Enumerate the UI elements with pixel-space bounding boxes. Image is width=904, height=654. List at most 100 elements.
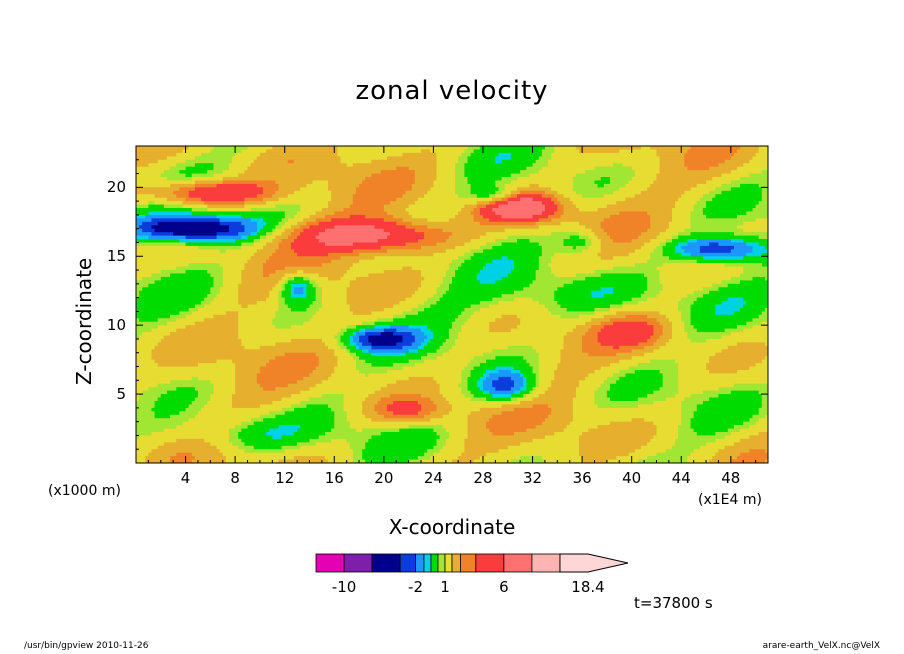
- field-cell: [594, 369, 620, 375]
- field-cell: [702, 294, 768, 299]
- field-cell: [160, 173, 187, 178]
- field-cell: [238, 297, 267, 302]
- field-cell: [238, 294, 270, 299]
- field-cell: [631, 418, 645, 423]
- field-cell: [715, 307, 741, 312]
- field-cell: [194, 180, 224, 185]
- field-cell: [591, 294, 605, 299]
- field-cell: [566, 307, 596, 312]
- field-cell: [560, 352, 589, 357]
- field-cell: [548, 263, 636, 268]
- field-cell: [504, 194, 512, 199]
- field-cell: [232, 359, 270, 364]
- field-cell: [520, 373, 524, 378]
- field-cell: [647, 283, 664, 288]
- field-cell: [572, 397, 596, 402]
- field-cell: [250, 218, 264, 223]
- field-cell: [250, 256, 270, 261]
- field-cell: [613, 321, 648, 326]
- field-cell: [331, 194, 354, 199]
- field-cell: [659, 276, 732, 281]
- field-cell: [610, 307, 679, 312]
- field-cell: [687, 239, 698, 244]
- field-cell: [442, 294, 503, 299]
- field-cell: [222, 270, 242, 275]
- field-cell: [678, 390, 704, 395]
- field-cell: [579, 449, 636, 454]
- field-cell: [365, 332, 382, 337]
- field-cell: [386, 249, 447, 254]
- field-cell: [371, 345, 404, 350]
- field-cell: [644, 345, 661, 350]
- field-cell: [136, 342, 159, 347]
- field-cell: [529, 183, 540, 188]
- field-cell: [219, 287, 239, 292]
- field-cell: [470, 190, 496, 195]
- field-cell: [476, 380, 484, 385]
- field-cell: [294, 214, 311, 219]
- field-cell: [266, 297, 280, 302]
- field-cell: [430, 418, 469, 423]
- field-cell: [318, 221, 397, 226]
- field-cell: [721, 335, 768, 340]
- field-cell: [352, 335, 360, 340]
- field-cell: [520, 387, 527, 392]
- field-cell: [297, 380, 323, 385]
- field-cell: [290, 287, 295, 292]
- field-cell: [690, 314, 760, 319]
- field-cell: [482, 373, 490, 378]
- field-cell: [238, 283, 277, 288]
- field-cell: [365, 397, 382, 402]
- field-cell: [575, 273, 602, 278]
- field-cell: [272, 239, 283, 244]
- field-cell: [526, 376, 537, 381]
- field-cell: [362, 456, 419, 461]
- field-cell: [337, 146, 469, 151]
- field-cell: [737, 166, 768, 171]
- field-cell: [241, 338, 292, 344]
- field-cell: [464, 307, 481, 312]
- field-cell: [393, 400, 419, 406]
- field-cell: [436, 431, 450, 437]
- field-cell: [640, 445, 673, 450]
- field-cell: [482, 352, 540, 357]
- field-cell: [136, 294, 140, 299]
- field-cell: [548, 307, 568, 312]
- field-cell: [290, 245, 382, 250]
- field-cell: [263, 197, 280, 202]
- field-cell: [421, 283, 441, 288]
- field-cell: [179, 311, 193, 316]
- field-cell: [684, 321, 692, 326]
- field-cell: [532, 438, 580, 443]
- field-cell: [136, 387, 149, 392]
- field-cell: [417, 345, 425, 350]
- field-cell: [334, 421, 351, 426]
- field-cell: [634, 369, 661, 375]
- field-cell: [318, 307, 351, 312]
- field-cell: [386, 369, 462, 375]
- field-cell: [445, 273, 456, 278]
- field-cell: [136, 221, 143, 226]
- field-cell: [154, 280, 215, 285]
- field-cell: [136, 321, 168, 326]
- field-cell: [244, 263, 264, 268]
- field-cell: [194, 183, 218, 188]
- field-cell: [355, 187, 413, 192]
- field-cell: [510, 376, 524, 381]
- field-cell: [334, 414, 348, 419]
- field-cell: [718, 242, 747, 247]
- field-cell: [495, 159, 503, 164]
- field-cell: [678, 232, 692, 237]
- field-cell: [647, 280, 661, 285]
- field-cell: [687, 456, 713, 461]
- field-cell: [746, 252, 763, 257]
- field-cell: [737, 149, 760, 154]
- field-cell: [541, 421, 571, 426]
- field-cell: [523, 380, 527, 385]
- field-cell: [678, 435, 726, 440]
- field-cell: [256, 221, 267, 226]
- field-cell: [662, 263, 726, 268]
- field-cell: [284, 211, 298, 216]
- field-cell: [204, 318, 239, 323]
- field-cell: [647, 442, 676, 447]
